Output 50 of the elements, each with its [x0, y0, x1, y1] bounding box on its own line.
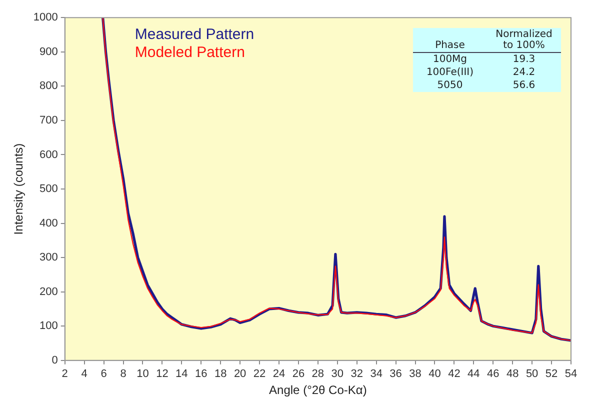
y-tick-label: 100	[40, 320, 58, 332]
x-tick-label: 8	[120, 368, 126, 380]
y-tick-label: 400	[40, 217, 58, 230]
y-tick-label: 1000	[33, 12, 58, 24]
x-tick-label: 40	[428, 368, 441, 380]
y-tick-label: 0	[52, 354, 58, 366]
x-tick-label: 50	[526, 368, 538, 380]
x-tick-label: 28	[312, 368, 324, 380]
y-tick-label: 500	[40, 183, 58, 196]
y-tick-label: 300	[40, 252, 58, 264]
annotation: 100Mg	[432, 53, 468, 66]
x-tick-label: 6	[100, 368, 107, 380]
x-tick-label: 22	[253, 368, 266, 380]
x-tick-label: 18	[214, 368, 227, 380]
x-tick-label: 14	[176, 368, 188, 380]
x-tick-label: 2	[62, 368, 68, 380]
y-axis-title: Intensity (counts)	[12, 143, 26, 235]
series-label: Measured Pattern	[134, 26, 254, 44]
y-tick-label: 800	[40, 80, 58, 92]
annotation: 5050	[436, 79, 464, 92]
x-tick-label: 4	[81, 368, 88, 380]
y-tick-label: 200	[40, 286, 58, 298]
annotation: 100Fe(III)	[425, 66, 475, 80]
annotation: 24.2	[512, 66, 536, 80]
x-tick-label: 38	[409, 368, 422, 380]
x-tick-label: 20	[234, 368, 246, 380]
x-tick-label: 16	[195, 368, 208, 380]
x-tick-label: 26	[292, 368, 305, 380]
x-tick-label: 10	[136, 368, 149, 380]
x-tick-label: 32	[350, 368, 363, 380]
x-tick-label: 24	[272, 368, 286, 380]
x-tick-label: 42	[448, 368, 460, 380]
x-tick-label: 36	[390, 368, 402, 380]
x-axis-title: Angle (°2θ Co-Kα)	[269, 383, 367, 398]
annotation: 56.6	[512, 79, 536, 92]
y-tick-label: 700	[40, 114, 58, 126]
x-tick-label: 52	[545, 368, 558, 380]
y-tick-label: 900	[40, 46, 58, 58]
x-tick-label: 34	[370, 368, 382, 380]
x-tick-label: 48	[506, 368, 519, 380]
x-tick-label: 46	[487, 368, 500, 380]
x-tick-label: 30	[331, 368, 344, 380]
annotation: 19.3	[512, 53, 536, 66]
x-tick-label: 44	[468, 368, 480, 380]
annotation: Phase	[434, 38, 466, 52]
series-label: Modeled Pattern	[134, 44, 245, 62]
x-tick-label: 54	[564, 368, 578, 380]
x-tick-label: 12	[156, 368, 168, 380]
y-tick-label: 600	[40, 148, 58, 161]
annotation: Normalized to 100%	[494, 28, 554, 52]
